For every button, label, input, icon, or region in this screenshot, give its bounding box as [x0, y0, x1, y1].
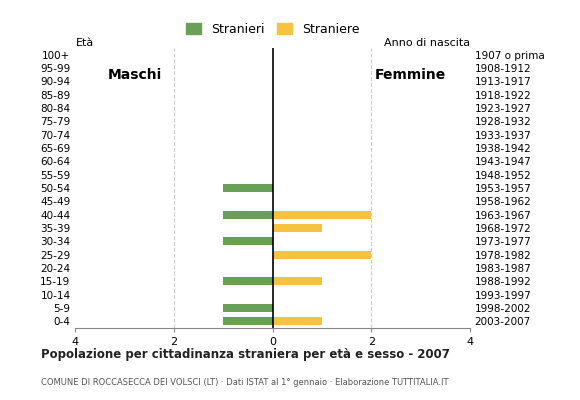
Bar	[223, 211, 273, 219]
Bar	[273, 224, 322, 232]
Bar	[273, 251, 371, 259]
Bar	[223, 237, 273, 245]
Text: Popolazione per cittadinanza straniera per età e sesso - 2007: Popolazione per cittadinanza straniera p…	[41, 348, 450, 361]
Bar	[223, 184, 273, 192]
Text: Maschi: Maschi	[107, 68, 162, 82]
Text: COMUNE DI ROCCASECCA DEI VOLSCI (LT) · Dati ISTAT al 1° gennaio · Elaborazione T: COMUNE DI ROCCASECCA DEI VOLSCI (LT) · D…	[41, 378, 448, 387]
Text: Anno di nascita: Anno di nascita	[384, 38, 470, 48]
Bar	[273, 317, 322, 325]
Text: Femmine: Femmine	[375, 68, 446, 82]
Bar	[273, 277, 322, 285]
Bar	[223, 317, 273, 325]
Text: Età: Età	[75, 38, 93, 48]
Bar	[223, 304, 273, 312]
Bar	[223, 277, 273, 285]
Legend: Stranieri, Straniere: Stranieri, Straniere	[181, 18, 364, 41]
Bar	[273, 211, 371, 219]
